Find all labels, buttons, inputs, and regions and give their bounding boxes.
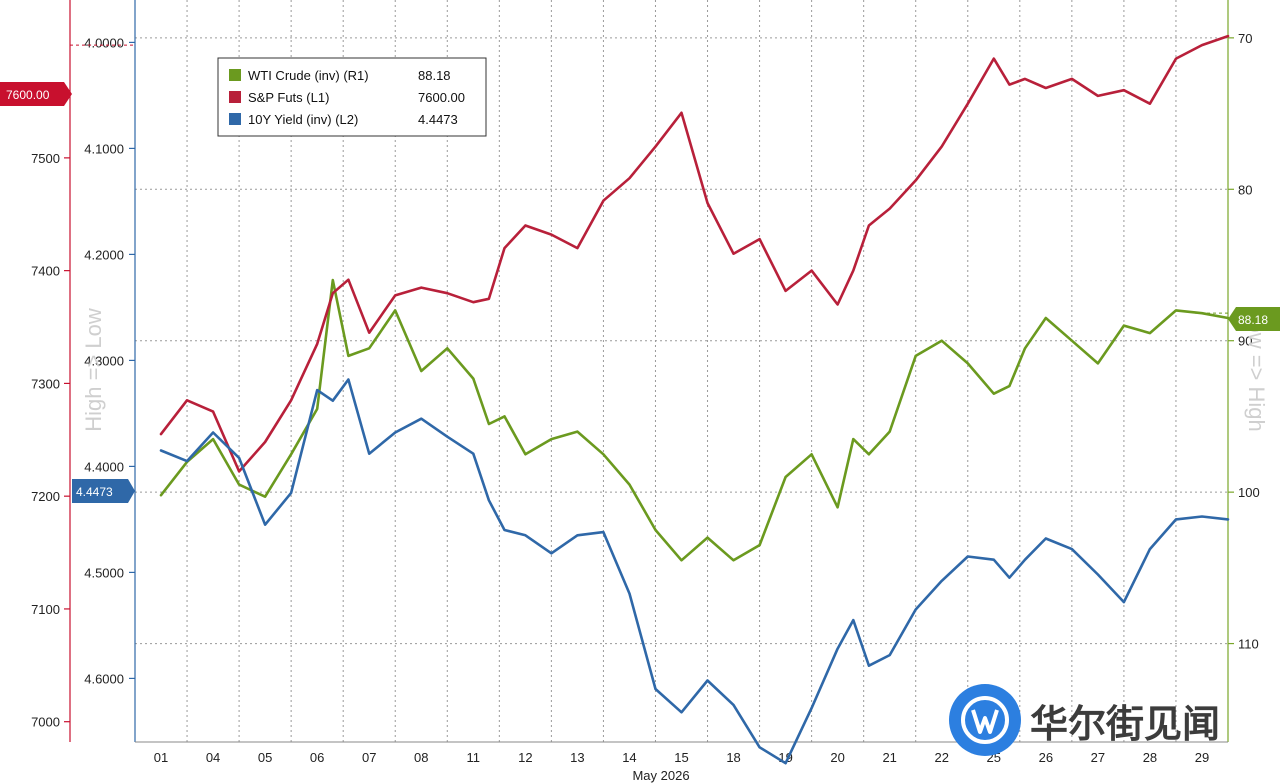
wti-tick-label: 70	[1238, 31, 1252, 46]
yield-tick-label: 4.0000	[84, 35, 124, 50]
yield-last-badge: 4.4473	[72, 479, 135, 503]
legend-swatch-yield	[229, 113, 241, 125]
sp-tick-label: 7200	[31, 489, 60, 504]
x-tick-label: 01	[154, 750, 168, 765]
x-tick-label: 20	[830, 750, 844, 765]
legend: WTI Crude (inv) (R1) 88.18 S&P Futs (L1)…	[217, 57, 487, 137]
x-tick-label: 07	[362, 750, 376, 765]
yield-tick-label: 4.4000	[84, 459, 124, 474]
x-tick-label: 18	[726, 750, 740, 765]
x-tick-label: 21	[882, 750, 896, 765]
watermark: 华尔街见闻	[949, 684, 1220, 756]
x-tick-label: 04	[206, 750, 220, 765]
wti-tick-label: 90	[1238, 334, 1252, 349]
x-tick-label: 11	[467, 750, 481, 765]
yield-last-badge-text: 4.4473	[76, 485, 113, 499]
wti-tick-label: 100	[1238, 485, 1260, 500]
x-tick-label: 22	[935, 750, 949, 765]
series-layer	[70, 34, 1230, 765]
x-tick-label: 26	[1039, 750, 1053, 765]
wti-axis-ticks: 70 80 90 100 110	[1228, 31, 1260, 652]
yield-axis-ticks: 4.0000 4.1000 4.2000 4.3000 4.4000 4.5000 4.60…	[84, 35, 135, 686]
legend-value-yield: 4.4473	[418, 112, 458, 127]
legend-value-sp: 7600.00	[418, 90, 465, 105]
yield-tick-label: 4.3000	[84, 353, 124, 368]
x-tick-label: 06	[310, 750, 324, 765]
yield-tick-label: 4.5000	[84, 565, 124, 580]
x-tick-label: 27	[1091, 750, 1105, 765]
yield-tick-label: 4.6000	[84, 671, 124, 686]
sp-tick-label: 7300	[31, 376, 60, 391]
x-tick-label: 28	[1143, 750, 1157, 765]
yield-tick-label: 4.2000	[84, 247, 124, 262]
wti-line	[159, 278, 1230, 562]
sp-axis-ticks: 7000 7100 7200 7300 7400 7500	[31, 151, 70, 730]
grid	[135, 0, 1228, 742]
x-axis-title: May 2026	[632, 768, 689, 783]
yield-line	[159, 378, 1230, 765]
x-tick-label: 08	[414, 750, 428, 765]
x-tick-label: 05	[258, 750, 272, 765]
legend-label-sp: S&P Futs (L1)	[248, 90, 329, 105]
x-tick-label: 13	[570, 750, 584, 765]
legend-swatch-wti	[229, 69, 241, 81]
sp-line	[159, 34, 1230, 473]
x-axis-ticks: 01 04 05 06 07 08 11 12 13 14 15 18 19 20 21 22 25 26 27 28…	[154, 750, 1209, 765]
wti-tick-label: 110	[1238, 637, 1259, 652]
yield-tick-label: 4.1000	[84, 141, 124, 156]
wti-tick-label: 80	[1238, 182, 1252, 197]
watermark-text: 华尔街见闻	[1030, 702, 1220, 746]
left-axis-title: High => Low	[81, 308, 106, 432]
sp-tick-label: 7400	[31, 264, 60, 279]
legend-box	[217, 57, 487, 137]
legend-label-wti: WTI Crude (inv) (R1)	[248, 68, 369, 83]
sp-tick-label: 7500	[31, 151, 60, 166]
legend-value-wti: 88.18	[418, 68, 451, 83]
watermark-logo-w-mark	[971, 709, 999, 734]
sp-last-badge-shape	[0, 82, 72, 106]
wti-last-badge-shape	[1228, 307, 1280, 331]
x-tick-label: 29	[1195, 750, 1209, 765]
x-tick-label: 15	[674, 750, 688, 765]
x-tick-label: 12	[518, 750, 532, 765]
legend-swatch-sp	[229, 91, 241, 103]
wti-last-badge: 88.18	[1228, 307, 1280, 331]
wti-last-badge-text: 88.18	[1238, 313, 1268, 327]
sp-tick-label: 7100	[31, 602, 60, 617]
sp-last-badge: 7600.00	[0, 82, 72, 106]
sp-tick-label: 7000	[31, 715, 60, 730]
sp-last-badge-text: 7600.00	[6, 88, 50, 102]
watermark-logo-inner-ring	[961, 696, 1009, 744]
x-tick-label: 14	[622, 750, 636, 765]
legend-label-yield: 10Y Yield (inv) (L2)	[248, 112, 358, 127]
yield-last-badge-shape	[72, 479, 135, 503]
